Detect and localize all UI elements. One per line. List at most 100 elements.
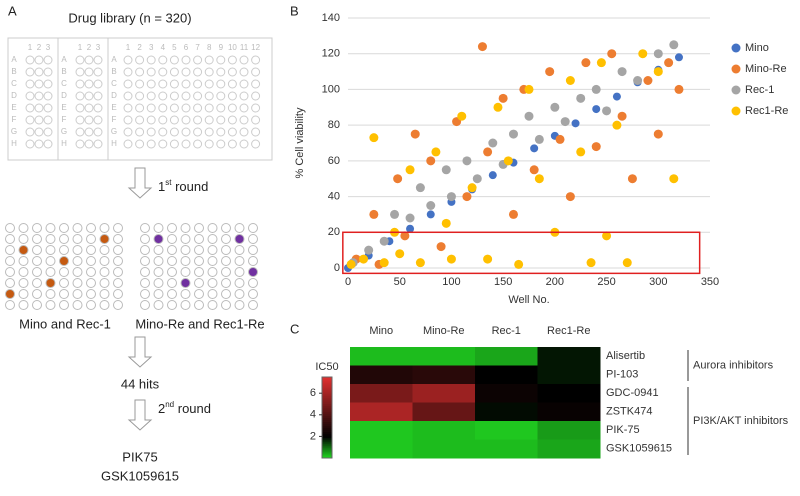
colorbar-segment bbox=[322, 407, 332, 410]
well bbox=[113, 234, 123, 244]
well bbox=[43, 79, 53, 89]
point bbox=[462, 192, 472, 202]
well bbox=[86, 256, 96, 266]
well bbox=[18, 278, 29, 288]
plate bbox=[107, 37, 273, 161]
well bbox=[146, 79, 156, 89]
well bbox=[5, 278, 15, 288]
plate-column: 4 bbox=[161, 43, 166, 52]
plate-column: 6 bbox=[184, 43, 189, 52]
well bbox=[84, 67, 94, 77]
colorbar-segment bbox=[322, 399, 332, 402]
well bbox=[72, 289, 83, 299]
well bbox=[207, 256, 218, 266]
well bbox=[251, 67, 261, 77]
well bbox=[75, 115, 85, 125]
well bbox=[86, 223, 96, 233]
colorbar-segment bbox=[322, 419, 332, 423]
point bbox=[431, 147, 441, 157]
point bbox=[565, 76, 575, 85]
well bbox=[180, 234, 191, 244]
plate-column: 11 bbox=[240, 43, 249, 52]
point bbox=[415, 258, 425, 268]
plate-column: 5 bbox=[172, 43, 177, 52]
y-tick-label: 40 bbox=[328, 190, 340, 202]
well bbox=[45, 300, 56, 310]
point bbox=[653, 67, 663, 77]
colorbar-title: IC50 bbox=[315, 361, 338, 373]
well bbox=[221, 278, 231, 288]
well bbox=[158, 67, 168, 77]
heatmap-cell bbox=[350, 365, 413, 385]
well bbox=[72, 245, 83, 255]
well bbox=[251, 103, 261, 113]
point bbox=[627, 174, 637, 184]
well bbox=[123, 115, 133, 125]
well bbox=[75, 67, 85, 77]
well bbox=[25, 91, 35, 101]
well bbox=[5, 289, 15, 299]
well bbox=[93, 55, 103, 65]
x-tick-label: 300 bbox=[649, 276, 667, 288]
well bbox=[84, 91, 94, 101]
well bbox=[251, 127, 261, 137]
well bbox=[59, 256, 69, 266]
point bbox=[369, 209, 379, 219]
legend-marker bbox=[731, 85, 741, 95]
well bbox=[194, 289, 204, 299]
colorbar-segment bbox=[322, 425, 332, 429]
colorbar-segment bbox=[322, 449, 332, 453]
plate-column: 2 bbox=[37, 43, 42, 52]
y-tick-label: 80 bbox=[328, 119, 340, 131]
well bbox=[32, 289, 42, 299]
well bbox=[25, 115, 35, 125]
colorbar-segment bbox=[322, 455, 332, 459]
well bbox=[93, 91, 103, 101]
well bbox=[59, 278, 69, 288]
legend-label: Mino-Re bbox=[745, 63, 787, 75]
well bbox=[239, 127, 249, 137]
well bbox=[59, 234, 69, 244]
well bbox=[216, 139, 226, 149]
round-number: 2 bbox=[158, 401, 165, 416]
point bbox=[483, 147, 493, 157]
well bbox=[181, 55, 191, 65]
well bbox=[248, 245, 258, 255]
point bbox=[674, 53, 683, 62]
point bbox=[364, 245, 374, 255]
well bbox=[153, 278, 164, 288]
well bbox=[113, 267, 123, 277]
well bbox=[227, 67, 237, 77]
well bbox=[84, 55, 94, 65]
heatmap-cell bbox=[412, 365, 476, 385]
well bbox=[146, 55, 156, 65]
point bbox=[405, 165, 415, 175]
well bbox=[207, 278, 218, 288]
column-label: Rec1-Re bbox=[547, 325, 590, 337]
well bbox=[251, 55, 261, 65]
point bbox=[415, 183, 425, 193]
well bbox=[194, 300, 204, 310]
point bbox=[493, 102, 503, 112]
point bbox=[426, 156, 436, 166]
point bbox=[534, 174, 544, 184]
heatmap-cell bbox=[412, 384, 476, 403]
well bbox=[43, 103, 53, 113]
well bbox=[216, 79, 226, 89]
well bbox=[43, 127, 53, 137]
colorbar-segment bbox=[322, 437, 332, 441]
point bbox=[406, 224, 415, 233]
well bbox=[158, 91, 168, 101]
plate-row: H bbox=[111, 139, 117, 148]
well bbox=[153, 245, 164, 255]
point bbox=[586, 258, 596, 268]
well bbox=[216, 55, 226, 65]
point bbox=[607, 49, 617, 59]
point bbox=[477, 42, 487, 52]
well bbox=[153, 234, 164, 244]
arrow bbox=[127, 399, 153, 431]
highlight-box bbox=[342, 231, 701, 275]
round-number: 1 bbox=[158, 179, 165, 194]
well bbox=[72, 267, 83, 277]
well bbox=[167, 267, 177, 277]
